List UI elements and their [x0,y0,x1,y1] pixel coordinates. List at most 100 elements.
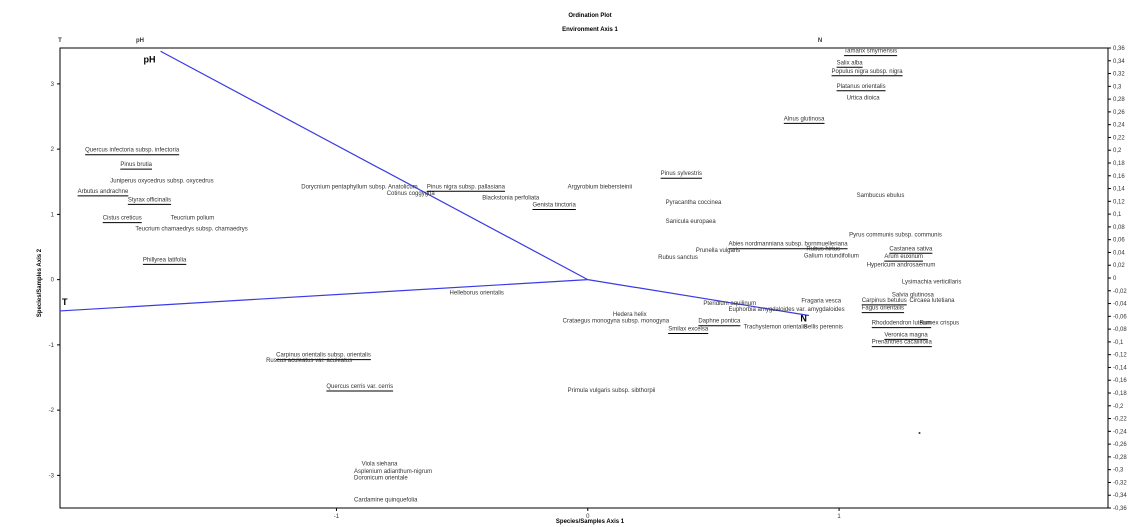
sample-point [918,431,921,434]
environment-vectors: pH T N [59,50,810,324]
species-label: Salix alba [837,60,864,66]
right-tick-label: 0,22 [1113,135,1125,141]
species-label: Circaea lutetiana [909,298,955,304]
right-tick-label: -0,02 [1113,289,1127,295]
species-label: Galium rotundifolium [804,253,859,259]
species-label: Sanicula europaea [666,219,717,225]
right-tick-label: -0,16 [1113,378,1127,384]
x-tick-label: 0 [586,514,590,520]
right-tick-label: -0,12 [1113,353,1127,359]
x-tick-label: 1 [837,514,841,520]
sample-points [918,431,921,434]
right-tick-label: -0,04 [1113,302,1127,308]
species-label: Genista tinctoria [532,203,576,209]
y-tick-label: -1 [49,343,55,349]
species-label: Salvia glutinosa [892,293,935,299]
top-axis-label: T [58,38,62,44]
species-label: Daphne pontica [698,319,741,325]
species-label: Teucrium chamaedrys subsp. chamaedrys [135,227,247,233]
left-axis-ticks: -3 -2 -1 0 1 2 3 [49,82,60,479]
species-label: Cistus creticus [103,216,142,222]
y-tick-label: -2 [49,408,55,414]
right-tick-label: -0,32 [1113,480,1127,486]
species-label: Urtica dioica [847,96,881,102]
species-labels: Tamarix smyrnensis Salix alba Populus nigr… [77,49,961,503]
right-tick-label: -0,3 [1113,468,1124,474]
right-tick-label: -0,18 [1113,391,1127,397]
y-tick-label: 2 [51,147,55,153]
species-label: Carpinus betulus [862,298,907,304]
right-tick-label: 0,24 [1113,123,1125,129]
species-label: Hypericum androsaemum [867,263,936,269]
species-label: Pinus nigra subsp. pallasiana [427,184,506,190]
species-label: Pyracantha coccinea [666,200,722,206]
species-label: Pyrus communis subsp. communis [849,233,942,239]
species-label: Cardamine quinquefolia [354,497,418,503]
species-label: Blackstonia perfoliata [482,195,540,201]
species-label: Pinus brutia [120,162,152,168]
species-label: Crataegus monogyna subsp. monogyna [563,319,670,325]
right-tick-label: 0,16 [1113,174,1125,180]
species-label: Castanea sativa [889,246,933,252]
species-label: Veronica magna [884,332,928,338]
right-tick-label: 0,04 [1113,250,1125,256]
right-tick-label: 0,2 [1113,148,1122,154]
species-label: Carpinus orientalis subsp. orientalis [276,353,371,359]
species-label: Pinus sylvestris [661,171,702,177]
species-label: Cotinus coggygria [387,191,436,197]
right-tick-label: 0,36 [1113,46,1125,52]
species-label: Teucrium polium [171,216,215,222]
y-tick-label: 0 [51,278,55,284]
right-tick-label: 0,26 [1113,110,1125,116]
species-label: Platanus orientalis [837,84,886,90]
vector-ph-line [160,50,589,281]
right-tick-label: -0,28 [1113,455,1127,461]
right-tick-label: 0,1 [1113,212,1122,218]
species-label: Fagus orientalis [862,306,904,312]
species-label: Alnus glutinosa [784,116,825,122]
right-tick-label: -0,1 [1113,340,1124,346]
species-label: Prunella vulgaris [696,248,740,254]
species-label: Doronicum orientale [354,475,408,481]
right-tick-label: -0,24 [1113,429,1127,435]
chart-title: Ordination Plot [568,13,611,19]
vector-t-line [59,279,588,312]
species-label: Juniperus oxycedrus subsp. oxycedrus [110,178,213,184]
species-label: Smilax excelsa [668,327,709,333]
right-tick-label: -0,14 [1113,365,1127,371]
right-tick-label: 0,3 [1113,84,1122,90]
species-label: Argyrobium biebersteinii [568,184,632,190]
species-label: Sambucus ebulus [857,193,905,199]
species-label: Pteridium aquilinum [703,301,756,307]
top-axis-label: N [818,38,822,44]
vector-ph-label: pH [144,54,156,64]
right-tick-label: 0 [1113,276,1117,282]
species-label: Phillyrea latifolia [143,257,187,263]
species-label: Bellis perennis [804,325,843,331]
species-label: Styrax officinalis [128,197,171,203]
right-tick-label: 0,08 [1113,225,1125,231]
species-label: Rubus hirtus [806,246,840,252]
y-tick-label: 3 [51,82,55,88]
right-axis-ticks: 0,36 0,34 0,32 0,3 0,28 0,26 0,24 0,22 0,2 0,18 0,… [1108,46,1127,512]
vector-t-label: T [62,297,68,307]
right-tick-label: 0,02 [1113,263,1125,269]
right-tick-label: -0,06 [1113,314,1127,320]
right-tick-label: 0,28 [1113,97,1125,103]
right-tick-label: 0,18 [1113,161,1125,167]
right-tick-label: -0,36 [1113,506,1127,512]
species-label: Populus nigra subsp. nigra [832,69,904,75]
species-label: Arbutus andrachne [78,189,129,195]
species-label: Rumex crispus [920,321,960,327]
x-tick-label: -1 [334,514,340,520]
y-tick-label: -3 [49,473,55,479]
right-tick-label: 0,06 [1113,238,1125,244]
species-label: Quercus infectoria subsp. infectoria [85,148,180,154]
species-label: Trachystemon orientalis [744,325,807,331]
vector-n-line [587,279,810,317]
environment-axis-label: Environment Axis 1 [562,27,618,33]
right-tick-label: 0,14 [1113,187,1125,193]
right-tick-label: 0,34 [1113,59,1125,65]
species-label: Asplenium adianthum-nigrum [354,469,432,475]
